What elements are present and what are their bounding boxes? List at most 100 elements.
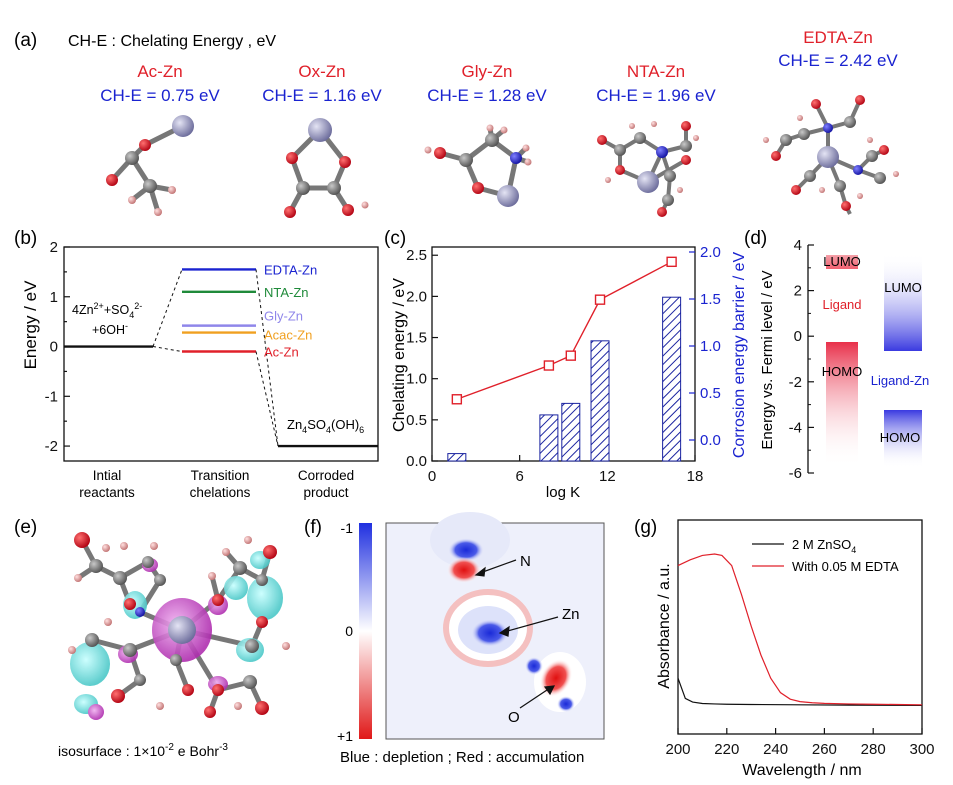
panel-c-bars [447, 296, 682, 462]
panel-d: (d) Energy vs. Fermi level / eV 4 2 0 -2 -4 -… [744, 228, 929, 482]
panel-c-tag: (c) [384, 228, 406, 249]
panel-a-tag: (a) [14, 30, 37, 51]
transition-level-label: EDTA-Zn [264, 262, 317, 277]
label-o: O [508, 709, 520, 726]
isosurface-atoms [68, 532, 290, 718]
panel-c-line [451, 256, 677, 405]
b-xlabel-3b: product [303, 485, 348, 500]
c-ytick-left-label: 1.0 [406, 371, 427, 388]
ligand-zn-lumo-band [884, 253, 922, 351]
ligand-homo-band [826, 342, 858, 467]
c-line-marker [565, 350, 577, 361]
c-xtick-label: 0 [428, 468, 436, 485]
panel-b-levels: EDTA-Zn NTA-Zn Gly-Zn Acac-Zn Ac-Zn [64, 262, 378, 448]
c-ytick-right-label: 2.0 [700, 244, 721, 261]
panel-g-frame [677, 519, 923, 735]
panel-f-caption: Blue : depletion ; Red : accumulation [340, 749, 584, 766]
ligand-homo-label: HOMO [822, 364, 862, 379]
c-ytick-left-label: 2.5 [406, 247, 427, 264]
ligand-zn-homo-label: HOMO [880, 430, 920, 445]
arrow-zn [503, 616, 559, 633]
c-line-marker [543, 360, 555, 371]
c-line-marker [594, 294, 606, 305]
density-annotations [474, 559, 559, 709]
reactants-label: 4Zn2++SO42- [72, 301, 142, 320]
molecule-name-edta: EDTA-Zn [803, 28, 873, 47]
transition-connector [255, 351, 279, 447]
reactants-label-oh: +6OH- [92, 321, 128, 337]
scale-top-label: -1 [341, 520, 354, 536]
panel-a: (a) CH-E : Chelating Energy , eV Ac-Zn C… [14, 28, 899, 218]
arrow-o [519, 687, 551, 709]
b-ytick-label: -1 [45, 388, 58, 405]
b-xlabel-2b: chelations [190, 485, 251, 500]
b-xlabel-3a: Corroded [298, 468, 354, 483]
panel-g-axes: 200 220 240 260 280 300 [665, 728, 935, 758]
panel-d-tag: (d) [744, 228, 767, 249]
c-xtick-label: 18 [687, 468, 704, 485]
molecule-energy-gly: CH-E = 1.28 eV [427, 86, 547, 105]
panel-b-ylabel: Energy / eV [21, 280, 40, 369]
molecule-energy-nta: CH-E = 1.96 eV [596, 86, 716, 105]
c-bar [590, 340, 610, 462]
c-ytick-right-label: 1.0 [700, 338, 721, 355]
g-xtick-label: 260 [812, 741, 837, 758]
g-xtick-label: 200 [665, 741, 690, 758]
panel-c-ylabel-right: Corrosion energy barrier / eV [731, 252, 748, 459]
panel-g-lines [677, 553, 923, 706]
g-series-line [677, 678, 923, 706]
b-xlabel-2a: Transition [191, 468, 250, 483]
b-xlabel-1a: Intial [93, 468, 122, 483]
c-ytick-left-label: 0.5 [406, 412, 427, 429]
panel-b: (b) Energy / eV 2 1 0 -1 -2 EDTA-Zn NTA-Zn Gly… [14, 228, 379, 500]
arrow-n-head [474, 566, 486, 577]
transition-level-label: Acac-Zn [264, 328, 312, 343]
arrow-o-head [543, 685, 556, 696]
panel-e: (e) [14, 517, 290, 759]
molecule-energy-ox: CH-E = 1.16 eV [262, 86, 382, 105]
c-ytick-right-label: 0.0 [700, 432, 721, 449]
b-ytick-label: 1 [50, 289, 58, 306]
c-ytick-right-label: 1.5 [700, 291, 721, 308]
b-ytick-label: 0 [50, 339, 58, 356]
panel-e-caption: isosurface : 1×10-2 e Bohr-3 [58, 742, 228, 759]
panel-d-ylabel: Energy vs. Fermi level / eV [759, 270, 776, 449]
panel-f: (f) -1 0 +1 N Zn O Blu [304, 512, 605, 766]
ligand-label: Ligand [822, 297, 861, 312]
molecule-ac-zn [106, 115, 194, 216]
ligand-zn-lumo-label: LUMO [884, 280, 922, 295]
molecule-gly-zn [424, 124, 532, 207]
panel-g-xlabel: Wavelength / nm [742, 762, 861, 779]
color-scale-bar [359, 523, 372, 739]
label-zn: Zn [562, 606, 580, 623]
panel-g-ylabel: Absorbance / a.u. [656, 563, 673, 688]
g-series-line [677, 553, 923, 706]
molecule-energy-ac: CH-E = 0.75 eV [100, 86, 220, 105]
panel-b-yticks: 2 1 0 -1 -2 [45, 239, 70, 455]
panel-c-ylabel-left: Chelating energy / eV [391, 278, 408, 432]
ligand-lumo-label: LUMO [823, 254, 861, 269]
scale-bottom-label: +1 [337, 728, 353, 744]
c-bar [447, 453, 467, 462]
ligand-zn-label: Ligand-Zn [871, 373, 930, 388]
molecule-ox-zn [284, 118, 369, 218]
g-xtick-label: 280 [861, 741, 886, 758]
c-ytick-right-label: 0.5 [700, 385, 721, 402]
panel-c: (c) Chelating energy / eV Corrosion ener… [384, 228, 748, 501]
molecule-name-gly: Gly-Zn [462, 62, 513, 81]
label-n: N [520, 553, 531, 570]
d-ytick-label: 4 [794, 237, 802, 254]
panel-c-xlabel: log K [546, 484, 580, 501]
panel-a-caption: CH-E : Chelating Energy , eV [68, 33, 276, 50]
legend-label-znso4: 2 M ZnSO4 [792, 537, 856, 555]
transition-level-label: Ac-Zn [264, 345, 299, 360]
d-ytick-label: -2 [789, 374, 802, 391]
ligand-lumo-band [826, 255, 858, 269]
ligand-zn-homo-band [884, 410, 922, 468]
b-xlabel-1b: reactants [79, 485, 135, 500]
c-bar [662, 296, 682, 462]
c-ytick-left-label: 0.0 [406, 453, 427, 470]
product-label: Zn4SO4(OH)6 [287, 417, 364, 435]
molecule-energy-edta: CH-E = 2.42 eV [778, 51, 898, 70]
